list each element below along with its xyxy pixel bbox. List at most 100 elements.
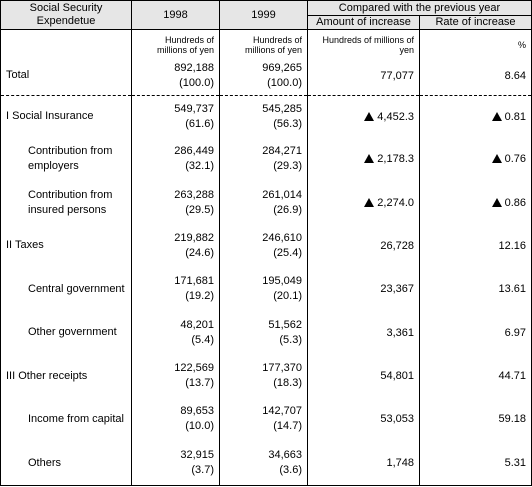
value-1998-amount: 89,653 bbox=[180, 405, 214, 418]
value-1999-amount: 195,049 bbox=[262, 275, 302, 288]
value-1998-amount: 48,201 bbox=[180, 318, 214, 331]
row-label: Contribution from employers bbox=[0, 137, 132, 181]
rate-of-increase: 59.18 bbox=[418, 397, 532, 442]
value-1999: 261,014 (26.9) bbox=[219, 180, 308, 225]
amount-of-increase: 77,077 bbox=[307, 56, 420, 96]
value-1999-amount: 246,610 bbox=[262, 231, 302, 244]
value-1998-amount: 892,188 bbox=[174, 61, 214, 74]
amount-of-increase-value: 1,748 bbox=[386, 457, 414, 469]
value-1998-share: (19.2) bbox=[185, 290, 214, 303]
value-1999: 34,663 (3.6) bbox=[219, 441, 308, 487]
value-1999: 969,265 (100.0) bbox=[219, 56, 308, 96]
value-1998-amount: 263,288 bbox=[174, 188, 214, 201]
header-1999: 1999 bbox=[219, 0, 308, 31]
value-1998: 263,288 (29.5) bbox=[131, 180, 220, 225]
value-1999-share: (56.3) bbox=[273, 117, 302, 130]
value-1999-amount: 34,663 bbox=[268, 449, 302, 461]
value-1999: 142,707 (14.7) bbox=[219, 397, 308, 442]
amount-of-increase-value: 23,367 bbox=[380, 283, 414, 296]
amount-of-increase-value: 4,452.3 bbox=[377, 110, 414, 123]
table-row: Other government 48,201 (5.4) 51,562 (5.3) 3,… bbox=[0, 310, 532, 355]
value-1999: 51,562 (5.3) bbox=[219, 310, 308, 355]
value-1998: 122,569 (13.7) bbox=[131, 354, 220, 398]
rate-of-increase: 12.16 bbox=[418, 224, 532, 268]
amount-of-increase: 54,801 bbox=[307, 354, 420, 398]
value-1999-amount: 969,265 bbox=[262, 61, 302, 74]
amount-of-increase: 23,367 bbox=[307, 267, 420, 311]
header-amount: Amount of increase bbox=[307, 15, 420, 31]
value-1998-amount: 122,569 bbox=[174, 362, 214, 374]
value-1999-share: (3.6) bbox=[279, 464, 302, 476]
value-1998: 219,882 (24.6) bbox=[131, 224, 220, 268]
value-1998-amount: 171,681 bbox=[174, 275, 214, 288]
value-1998-share: (100.0) bbox=[179, 76, 214, 89]
rate-of-increase-value: 0.86 bbox=[504, 196, 527, 209]
rate-of-increase: 0.81 bbox=[418, 95, 532, 138]
value-1998: 32,915 (3.7) bbox=[131, 441, 220, 487]
rate-of-increase: 8.64 bbox=[418, 56, 532, 96]
row-label: Total bbox=[0, 56, 132, 96]
header-rate: Rate of increase bbox=[418, 15, 532, 31]
value-1998-share: (10.0) bbox=[185, 420, 214, 433]
value-1998-share: (13.7) bbox=[185, 377, 214, 389]
value-1999-share: (25.4) bbox=[273, 246, 302, 259]
amount-of-increase-value: 26,728 bbox=[380, 239, 414, 252]
value-1999-share: (14.7) bbox=[273, 420, 302, 433]
row-label: Central government bbox=[0, 267, 132, 311]
value-1999-amount: 51,562 bbox=[268, 318, 302, 331]
value-1998-share: (24.6) bbox=[185, 246, 214, 259]
value-1999-share: (26.9) bbox=[273, 203, 302, 216]
value-1998-share: (5.4) bbox=[191, 333, 214, 346]
value-1998: 89,653 (10.0) bbox=[131, 397, 220, 442]
value-1999-share: (29.3) bbox=[273, 160, 302, 173]
amount-of-increase: 3,361 bbox=[307, 310, 420, 355]
rate-of-increase: 44.71 bbox=[418, 354, 532, 398]
table-row: Total 892,188 (100.0) 969,265 (100.0) 77,077 8… bbox=[0, 56, 532, 96]
value-1998-share: (32.1) bbox=[185, 160, 214, 173]
rate-of-increase: 5.31 bbox=[418, 441, 532, 487]
unit-rate: % bbox=[418, 29, 532, 57]
header-1998: 1998 bbox=[131, 0, 220, 31]
rate-of-increase: 6.97 bbox=[418, 310, 532, 355]
rate-of-increase: 0.86 bbox=[418, 180, 532, 225]
rate-of-increase-value: 12.16 bbox=[498, 239, 527, 252]
value-1999: 246,610 (25.4) bbox=[219, 224, 308, 268]
amount-of-increase-value: 54,801 bbox=[380, 370, 414, 382]
value-1998: 48,201 (5.4) bbox=[131, 310, 220, 355]
rate-of-increase: 13.61 bbox=[418, 267, 532, 311]
value-1999-amount: 284,271 bbox=[262, 145, 302, 158]
value-1999: 177,370 (18.3) bbox=[219, 354, 308, 398]
unit-amount: Hundreds of millions of yen bbox=[307, 29, 420, 57]
rate-of-increase-value: 44.71 bbox=[498, 370, 527, 382]
value-1999: 195,049 (20.1) bbox=[219, 267, 308, 311]
amount-of-increase: 2,274.0 bbox=[307, 180, 420, 225]
value-1998-amount: 286,449 bbox=[174, 145, 214, 158]
amount-of-increase: 4,452.3 bbox=[307, 95, 420, 138]
row-label: Others bbox=[0, 441, 132, 487]
header-item: Social Security Expendetue bbox=[0, 0, 132, 31]
value-1999-share: (5.3) bbox=[279, 333, 302, 346]
amount-of-increase-value: 2,274.0 bbox=[377, 196, 414, 209]
table-row: Contribution from insured persons 263,288… bbox=[0, 180, 532, 225]
table-row: III Other receipts 122,569 (13.7) 177,370 (1… bbox=[0, 354, 532, 398]
unit-1999: Hundreds of millions of yen bbox=[219, 29, 308, 57]
rate-of-increase-value: 0.76 bbox=[504, 153, 527, 166]
value-1999-share: (100.0) bbox=[267, 76, 302, 89]
amount-of-increase-value: 77,077 bbox=[380, 69, 414, 82]
value-1999-share: (20.1) bbox=[273, 290, 302, 303]
value-1999-amount: 545,285 bbox=[262, 102, 302, 115]
value-1998: 892,188 (100.0) bbox=[131, 56, 220, 96]
table-row: I Social Insurance 549,737 (61.6) 545,285 (5… bbox=[0, 95, 532, 138]
header-compared: Compared with the previous year bbox=[306, 0, 532, 17]
value-1999: 284,271 (29.3) bbox=[219, 137, 308, 181]
amount-of-increase-value: 53,053 bbox=[380, 413, 414, 426]
decrease-triangle-icon bbox=[491, 197, 502, 207]
rate-of-increase-value: 6.97 bbox=[504, 326, 527, 339]
value-1998: 549,737 (61.6) bbox=[131, 95, 220, 138]
amount-of-increase-value: 2,178.3 bbox=[377, 153, 414, 166]
table-row: Others 32,915 (3.7) 34,663 (3.6) 1,748 5.31 bbox=[0, 441, 532, 487]
value-1998-amount: 32,915 bbox=[180, 449, 214, 461]
value-1998-amount: 219,882 bbox=[174, 231, 214, 244]
decrease-triangle-icon bbox=[491, 111, 502, 121]
